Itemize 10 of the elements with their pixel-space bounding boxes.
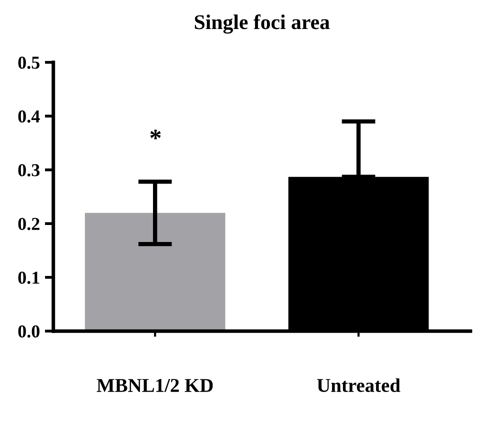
y-tick-label: 0.2 [18,218,40,230]
annotation: * [150,130,161,140]
y-tick-label: 0.5 [18,56,40,69]
x-tick-label: Untreated [317,378,400,392]
y-tick-label: 0.4 [18,110,40,123]
y-tick-label: 0.0 [18,325,40,338]
x-tick-label: MBNL1/2 KD [96,378,213,392]
y-tick-label: 0.3 [18,164,40,176]
chart-title: Single foci area [194,14,330,34]
y-tick-label: 0.1 [18,272,40,284]
